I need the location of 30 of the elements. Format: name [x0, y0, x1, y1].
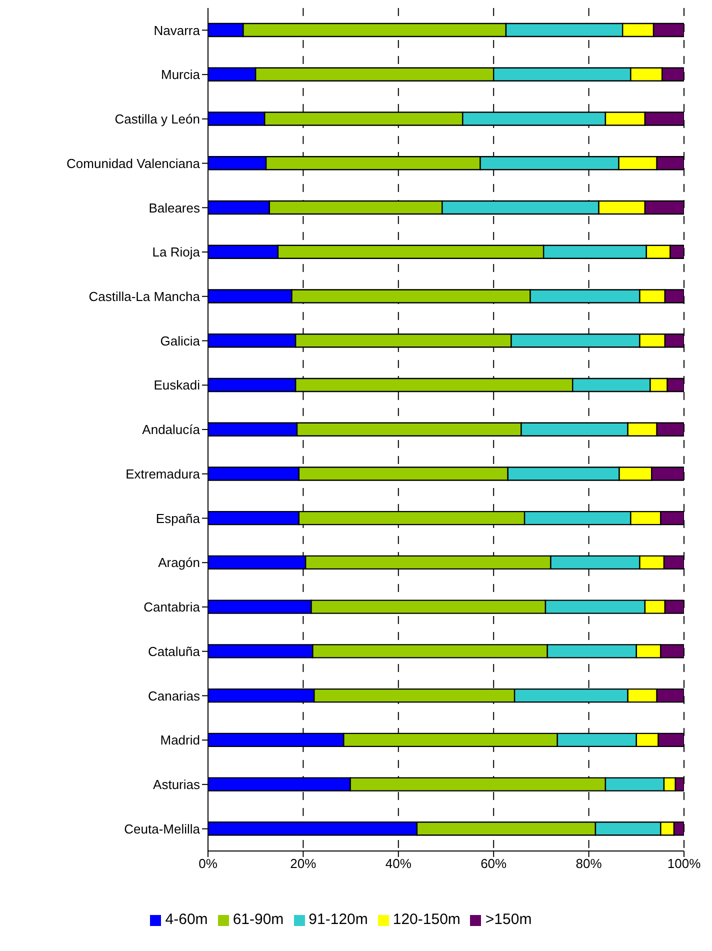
y-tick-label: Castilla y León — [114, 112, 200, 127]
y-tick-label: Andalucía — [142, 422, 201, 438]
y-tick-label: Cataluña — [148, 644, 201, 659]
legend-label: 120-150m — [392, 911, 460, 928]
legend-label: 4-60m — [165, 911, 208, 928]
y-tick-label: Baleares — [148, 200, 200, 216]
y-tick-label: Aragón — [158, 555, 200, 570]
y-tick-label: Extremadura — [126, 466, 201, 482]
x-tick-label: 60% — [480, 856, 508, 872]
y-tick-label: Galicia — [160, 333, 201, 348]
y-tick-label: Asturias — [153, 777, 200, 792]
y-tick-label: Cantabria — [144, 600, 201, 615]
y-tick-label: Murcia — [160, 67, 201, 82]
y-tick-label: España — [156, 510, 201, 526]
y-tick-label: La Rioja — [152, 244, 201, 260]
x-tick-label: 0% — [198, 856, 218, 872]
x-tick-label: 100% — [667, 856, 702, 872]
y-tick-label: Madrid — [160, 732, 200, 748]
y-tick-label: Castilla-La Mancha — [88, 289, 201, 304]
y-tick-label: Ceuta-Melilla — [124, 821, 201, 836]
y-tick-label: Comunidad Valenciana — [66, 156, 201, 171]
legend-label: 91-120m — [308, 911, 368, 928]
x-tick-label: 40% — [385, 856, 412, 872]
legend-label: 61-90m — [232, 911, 284, 928]
x-tick-label: 20% — [290, 856, 317, 872]
y-tick-label: Euskadi — [154, 378, 200, 393]
legend-label: >150m — [485, 911, 532, 928]
x-tick-label: 80% — [576, 856, 602, 872]
y-tick-label: Canarias — [148, 688, 200, 704]
y-tick-label: Navarra — [154, 22, 201, 38]
